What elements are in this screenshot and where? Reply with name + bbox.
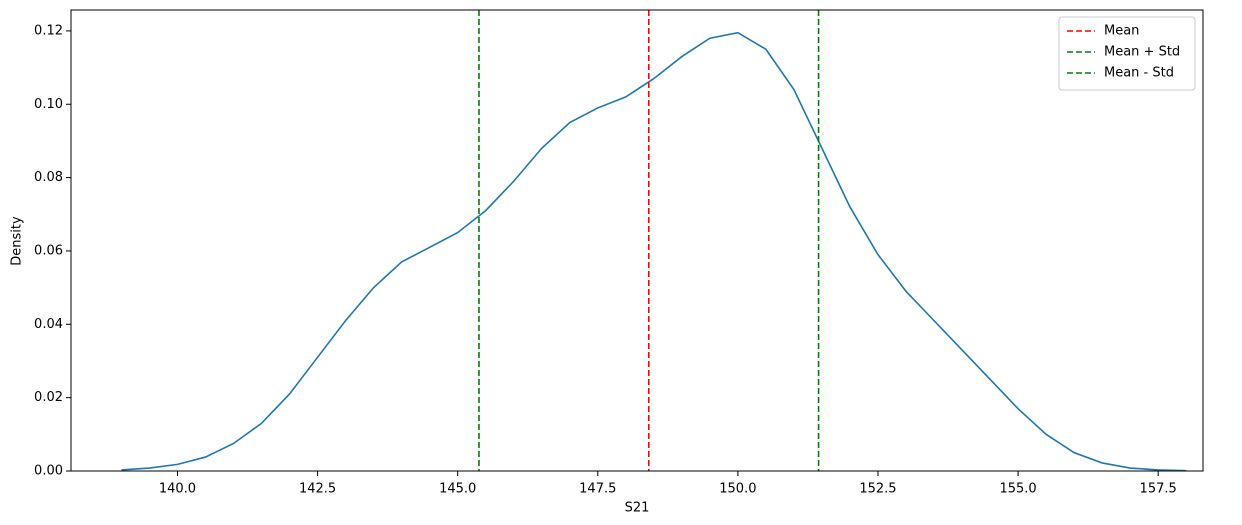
y-tick-label: 0.12 [34,23,63,38]
x-axis-label: S21 [625,501,650,516]
y-tick-label: 0.06 [34,243,63,258]
legend-label: Mean - Std [1104,66,1174,81]
density-line [121,31,1187,472]
y-tick-label: 0.00 [34,464,63,479]
x-tick-label: 140.0 [159,482,196,497]
x-tick-label: 152.5 [859,482,896,497]
y-tick-label: 0.10 [34,97,63,112]
x-tick-label: 145.0 [439,482,476,497]
x-tick-label: 157.5 [1140,482,1177,497]
x-tick-label: 150.0 [719,482,756,497]
x-tick-label: 142.5 [299,482,336,497]
legend-box [1058,16,1196,91]
y-tick-label: 0.04 [34,317,63,332]
legend-label: Mean + Std [1104,45,1180,60]
y-tick-label: 0.08 [34,170,63,185]
y-axis-label: Density [10,216,25,266]
x-tick-label: 147.5 [579,482,616,497]
y-tick-label: 0.02 [34,390,63,405]
plot-frame [70,9,1204,472]
legend-label: Mean [1104,24,1139,39]
x-tick-label: 155.0 [999,482,1036,497]
